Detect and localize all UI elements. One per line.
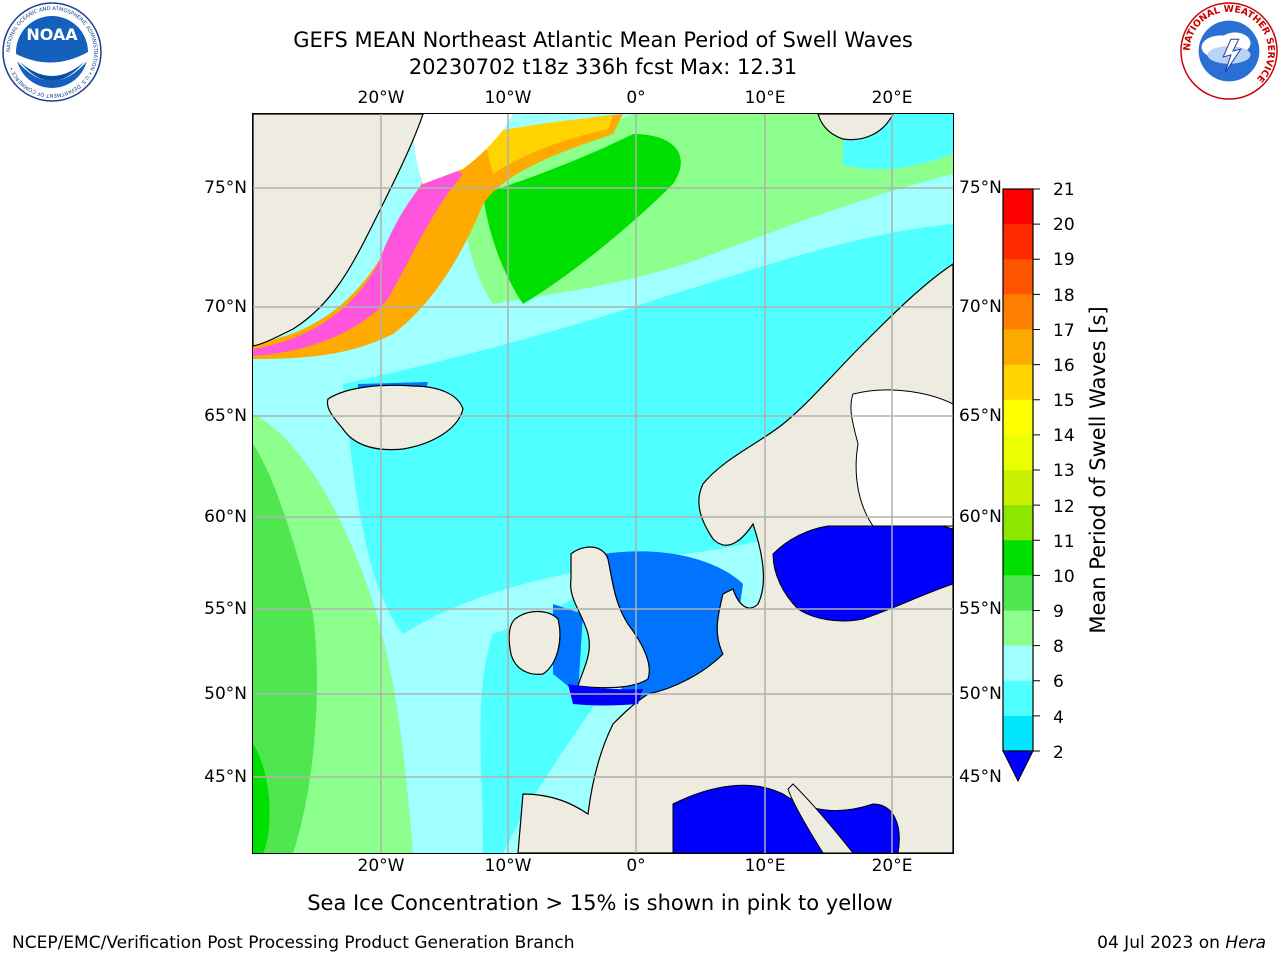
colorbar [1002, 188, 1040, 783]
colorbar-tick-label: 6 [1053, 672, 1064, 692]
ocean-field [553, 604, 583, 694]
colorbar-band [1003, 434, 1033, 471]
colorbar-extend-triangle [1002, 750, 1034, 783]
svg-text:NOAA: NOAA [26, 25, 78, 44]
colorbar-band [1003, 470, 1033, 506]
iceland-land [326, 384, 464, 451]
lon-label-bottom: 20°E [871, 856, 913, 876]
italy-land [787, 783, 854, 853]
lat-label-right: 75°N [959, 178, 1002, 198]
footer-host: Hera [1225, 933, 1266, 953]
lat-label-left: 65°N [204, 406, 247, 426]
nws-logo: NATIONAL WEATHER SERVICE [1180, 2, 1278, 100]
lat-label-right: 70°N [959, 297, 1002, 317]
lon-label-bottom: 10°W [484, 856, 532, 876]
lat-label-right: 55°N [959, 599, 1002, 619]
colorbar-tick-label: 4 [1053, 708, 1064, 728]
graticule [253, 114, 953, 853]
colorbar-tick-label: 10 [1053, 567, 1075, 587]
lon-label-top: 0° [626, 88, 646, 108]
lat-label-left: 60°N [204, 507, 247, 527]
colorbar-band [1003, 575, 1033, 611]
svalbard-land [817, 114, 894, 141]
lat-label-right: 65°N [959, 406, 1002, 426]
lon-label-top: 10°W [484, 88, 532, 108]
mediterranean-sea [672, 784, 900, 853]
colorbar-band [1003, 610, 1033, 647]
ocean-field [253, 444, 317, 853]
lat-label-right: 45°N [959, 767, 1002, 787]
colorbar-band [1003, 224, 1033, 260]
colorbar-tick-label: 16 [1053, 356, 1075, 376]
sea-ice [413, 114, 513, 184]
lon-label-bottom: 20°W [357, 856, 405, 876]
colorbar-band [1003, 399, 1033, 436]
great-britain-land [570, 546, 650, 689]
ireland-land [508, 610, 561, 675]
lat-label-left: 50°N [204, 684, 247, 704]
ocean-field [343, 224, 953, 634]
lat-label-right: 50°N [959, 684, 1002, 704]
colorbar-band [1003, 329, 1033, 366]
colorbar-band [1003, 294, 1033, 330]
colorbar-band [1003, 645, 1033, 682]
colorbar-tick-label: 18 [1053, 286, 1075, 306]
nws-logo-icon: NATIONAL WEATHER SERVICE [1180, 2, 1278, 100]
colorbar-band [1003, 189, 1033, 225]
footer-date: 04 Jul 2023 on Hera [1097, 933, 1266, 953]
colorbar-band [1003, 259, 1033, 295]
colorbar-tick-label: 17 [1053, 321, 1075, 341]
colorbar-tick-label: 19 [1053, 250, 1075, 270]
noaa-logo-icon: NOAA NATIONAL OCEANIC AND ATMOSPHERIC AD… [2, 2, 102, 102]
colorbar-tick-label: 13 [1053, 461, 1075, 481]
colorbar-tick-label: 12 [1053, 497, 1075, 517]
colorbar-band [1003, 364, 1033, 401]
lon-label-bottom: 10°E [744, 856, 786, 876]
lon-label-top: 10°E [744, 88, 786, 108]
colorbar-tick-label: 9 [1053, 602, 1064, 622]
sea-ice [253, 164, 463, 356]
chart-title: GEFS MEAN Northeast Atlantic Mean Period… [293, 28, 913, 52]
europe-land [517, 263, 953, 853]
lat-label-left: 45°N [204, 767, 247, 787]
swell-period-map [253, 114, 953, 853]
sea-ice [483, 116, 613, 174]
colorbar-band [1003, 715, 1033, 752]
colorbar-tick-label: 20 [1053, 215, 1075, 235]
footer-date-text: 04 Jul 2023 on [1097, 933, 1226, 953]
chart-subtitle: 20230702 t18z 336h fcst Max: 12.31 [408, 55, 798, 79]
colorbar-tick-label: 8 [1053, 637, 1064, 657]
colorbar-band [1003, 540, 1033, 576]
sea-ice-note-text: Sea Ice Concentration > 15% is shown in … [307, 891, 893, 915]
lat-label-left: 55°N [204, 599, 247, 619]
colorbar-band [1003, 680, 1033, 717]
lat-label-right: 60°N [959, 507, 1002, 527]
colorbar-tick-label: 21 [1053, 180, 1075, 200]
ocean-field [253, 744, 270, 853]
lat-label-left: 70°N [204, 297, 247, 317]
colorbar-band [1003, 505, 1033, 541]
footer-credit: NCEP/EMC/Verification Post Processing Pr… [12, 933, 575, 953]
colorbar-title: Mean Period of Swell Waves [s] [1086, 306, 1110, 634]
colorbar-tick-label: 15 [1053, 391, 1075, 411]
sea-ice [253, 114, 623, 359]
map-panel [253, 114, 953, 853]
ocean-field [483, 134, 681, 304]
noaa-logo: NOAA NATIONAL OCEANIC AND ATMOSPHERIC AD… [2, 2, 102, 102]
lon-label-top: 20°E [871, 88, 913, 108]
colorbar-tick-label: 14 [1053, 426, 1075, 446]
colorbar-tick-label: 11 [1053, 532, 1075, 552]
colorbar-tick-label: 2 [1053, 743, 1064, 763]
bothnia-masked [850, 389, 953, 527]
lon-label-bottom: 0° [626, 856, 646, 876]
lon-label-top: 20°W [357, 88, 405, 108]
sea-ice-note: Sea Ice Concentration > 15% is shown in … [0, 891, 1280, 915]
baltic-sea [772, 525, 953, 622]
lat-label-left: 75°N [204, 178, 247, 198]
